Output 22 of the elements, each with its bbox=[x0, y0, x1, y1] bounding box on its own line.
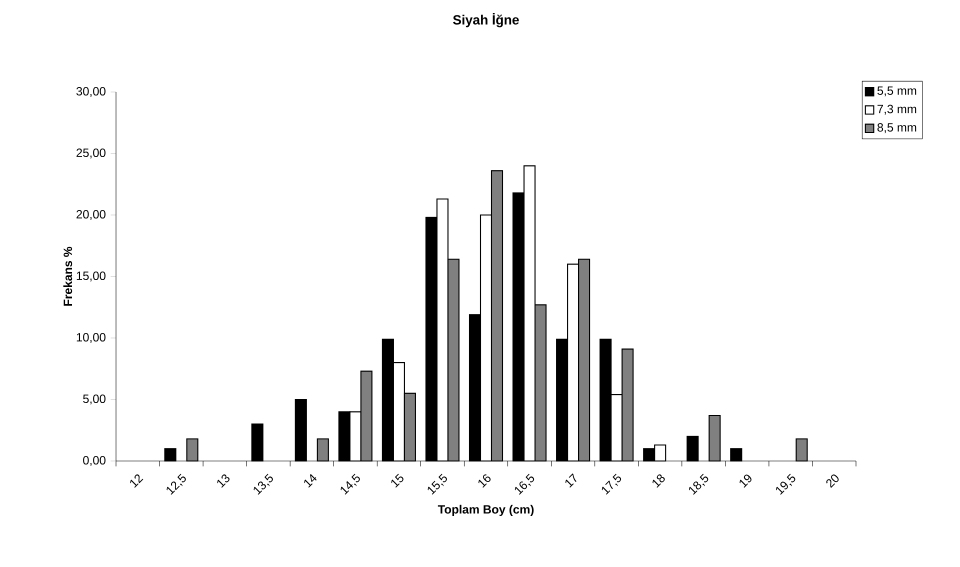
legend-label: 8,5 mm bbox=[877, 123, 916, 134]
x-tick-label: 19 bbox=[740, 474, 752, 488]
x-tick-label: 20 bbox=[826, 474, 839, 488]
y-tick-label: 25,00 bbox=[76, 148, 106, 158]
legend-label: 5,5 mm bbox=[877, 86, 916, 96]
y-tick-label: 0,00 bbox=[83, 456, 106, 466]
chart-title: Siyah İğne bbox=[453, 13, 519, 28]
x-tick-label: 13 bbox=[217, 474, 230, 488]
x-axis-title: Toplam Boy (cm) bbox=[438, 504, 534, 516]
y-tick-label: 20,00 bbox=[76, 210, 106, 220]
x-tick-label: 16 bbox=[478, 474, 491, 488]
y-axis-title: Frekans % bbox=[63, 246, 72, 306]
x-tick-label: 18 bbox=[652, 474, 665, 488]
y-tick-label: 10,00 bbox=[76, 333, 106, 343]
x-tick-label: 17 bbox=[565, 473, 576, 488]
y-tick-label: 15,00 bbox=[76, 272, 106, 282]
legend-label: 7,3 mm bbox=[878, 104, 916, 115]
x-tick-label: 15 bbox=[391, 474, 404, 488]
y-tick-label: 5,00 bbox=[83, 394, 106, 404]
x-tick-label: 12 bbox=[130, 474, 144, 488]
y-tick-label: 30,00 bbox=[76, 87, 106, 97]
x-tick-label: 14 bbox=[304, 474, 317, 488]
